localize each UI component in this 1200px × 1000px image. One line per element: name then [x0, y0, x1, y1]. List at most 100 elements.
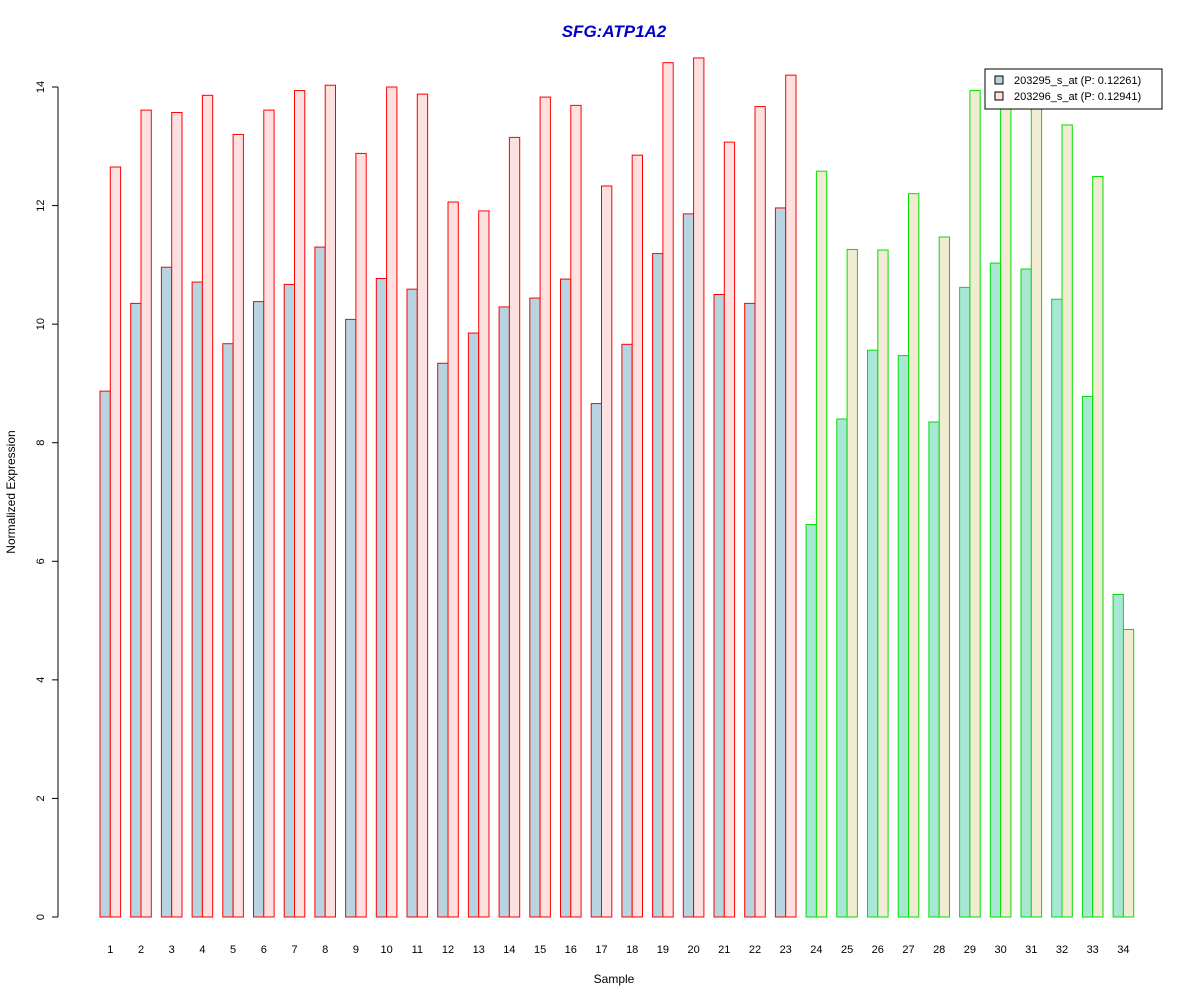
bar-series2-sample-1 — [109, 166, 122, 918]
x-axis-title: Sample — [594, 972, 635, 986]
x-tick-label: 31 — [1025, 944, 1037, 956]
bar-series1-sample-15 — [529, 297, 541, 918]
bar-series2-sample-27 — [908, 193, 920, 918]
x-tick-label: 3 — [169, 944, 175, 956]
bar-series2-sample-26 — [877, 249, 889, 918]
y-tick-label: 14 — [35, 81, 47, 93]
bar-series2-sample-32 — [1061, 124, 1073, 918]
legend-swatch — [994, 75, 1004, 85]
bar-series2-sample-12 — [447, 201, 459, 918]
x-tick-label: 26 — [872, 944, 884, 956]
bar-series2-sample-30 — [1000, 104, 1012, 918]
x-tick-label: 6 — [261, 944, 267, 956]
bar-series1-sample-3 — [160, 266, 173, 918]
bar-series1-sample-5 — [222, 343, 234, 918]
y-tick-label: 12 — [35, 199, 47, 211]
y-tick-label: 0 — [35, 914, 47, 920]
x-tick-label: 8 — [322, 944, 328, 956]
bar-series2-sample-7 — [294, 90, 306, 918]
bar-series2-sample-17 — [601, 185, 613, 918]
x-tick-label: 2 — [138, 944, 144, 956]
x-tick-label: 28 — [933, 944, 945, 956]
bar-series1-sample-21 — [713, 294, 725, 918]
bar-series1-sample-31 — [1020, 268, 1032, 918]
bar-series1-sample-18 — [621, 343, 633, 918]
bar-series1-sample-12 — [437, 362, 449, 918]
bar-series1-sample-13 — [467, 332, 480, 918]
bar-series2-sample-33 — [1092, 176, 1104, 918]
bar-series2-sample-8 — [324, 84, 337, 918]
x-tick-label: 1 — [107, 944, 113, 956]
bar-series2-sample-18 — [631, 154, 644, 918]
x-tick-label: 12 — [442, 944, 454, 956]
bar-series1-sample-17 — [590, 403, 603, 918]
bar-series2-sample-16 — [570, 104, 582, 918]
x-tick-labels: 1 2 3 4 5 6 7 8 9 10 11 12 13 14 15 16 17 18 19 20 21 22 23 24 2… — [107, 944, 1129, 956]
y-axis: 0 2 4 6 8 10 12 14 — [35, 81, 59, 920]
x-tick-label: 27 — [902, 944, 914, 956]
bar-series1-sample-1 — [99, 390, 111, 918]
bar-series2-sample-29 — [969, 90, 981, 918]
x-tick-label: 17 — [595, 944, 607, 956]
bar-series1-sample-34 — [1112, 593, 1124, 918]
bar-series1-sample-24 — [805, 524, 817, 918]
bar-series1-sample-30 — [989, 262, 1002, 918]
y-tick-label: 2 — [35, 795, 47, 801]
bar-series2-sample-2 — [140, 109, 152, 918]
x-tick-label: 5 — [230, 944, 236, 956]
bar-series2-sample-13 — [478, 210, 490, 918]
bar-series1-sample-22 — [744, 302, 756, 918]
bar-series2-sample-34 — [1122, 628, 1135, 918]
x-tick-label: 33 — [1087, 944, 1099, 956]
x-tick-label: 23 — [780, 944, 792, 956]
x-tick-label: 29 — [964, 944, 976, 956]
x-tick-label: 4 — [199, 944, 205, 956]
bar-series1-sample-10 — [375, 277, 388, 918]
bar-series1-sample-23 — [774, 207, 787, 918]
bar-series1-sample-33 — [1081, 395, 1094, 918]
bar-series1-sample-20 — [682, 213, 695, 918]
x-tick-label: 16 — [565, 944, 577, 956]
legend-box — [984, 68, 1163, 110]
bar-series2-sample-24 — [815, 170, 828, 918]
y-axis-title: Normalized Expression — [4, 430, 18, 553]
x-tick-label: 18 — [626, 944, 638, 956]
bar-series1-sample-19 — [652, 253, 664, 918]
bar-series1-sample-16 — [560, 278, 572, 918]
bar-series1-sample-14 — [498, 306, 510, 918]
x-tick-label: 21 — [718, 944, 730, 956]
bar-series2-sample-10 — [386, 86, 398, 918]
y-tick-label: 10 — [35, 318, 47, 330]
bar-series1-sample-6 — [253, 301, 265, 918]
x-tick-label: 24 — [810, 944, 822, 956]
bar-series1-sample-28 — [928, 421, 940, 918]
bar-series2-sample-6 — [263, 109, 275, 918]
bar-series1-sample-29 — [959, 286, 971, 918]
x-tick-label: 22 — [749, 944, 761, 956]
bar-series1-sample-4 — [191, 281, 203, 918]
x-tick-label: 14 — [503, 944, 515, 956]
x-tick-label: 7 — [291, 944, 297, 956]
chart-title: SFG:ATP1A2 — [562, 22, 667, 41]
bar-series2-sample-5 — [232, 133, 244, 918]
bar-series1-sample-27 — [897, 355, 910, 918]
x-tick-label: 30 — [994, 944, 1006, 956]
bar-series1-sample-8 — [314, 246, 326, 918]
bar-series2-sample-20 — [693, 57, 705, 918]
bar-series1-sample-11 — [406, 288, 418, 918]
y-tick-label: 8 — [35, 440, 47, 446]
x-tick-label: 13 — [473, 944, 485, 956]
legend-entry: 203295_s_at (P: 0.12261) — [1014, 75, 1141, 87]
y-tick-label: 4 — [35, 677, 47, 683]
bar-series1-sample-7 — [283, 283, 296, 918]
bar-series2-sample-28 — [938, 236, 951, 918]
bar-series2-sample-14 — [508, 136, 521, 918]
x-tick-label: 34 — [1117, 944, 1129, 956]
x-tick-label: 11 — [412, 944, 423, 956]
bar-series2-sample-31 — [1030, 107, 1043, 918]
x-tick-label: 32 — [1056, 944, 1068, 956]
bar-series1-sample-26 — [867, 349, 879, 918]
x-tick-label: 25 — [841, 944, 853, 956]
bar-series2-sample-19 — [662, 62, 674, 918]
